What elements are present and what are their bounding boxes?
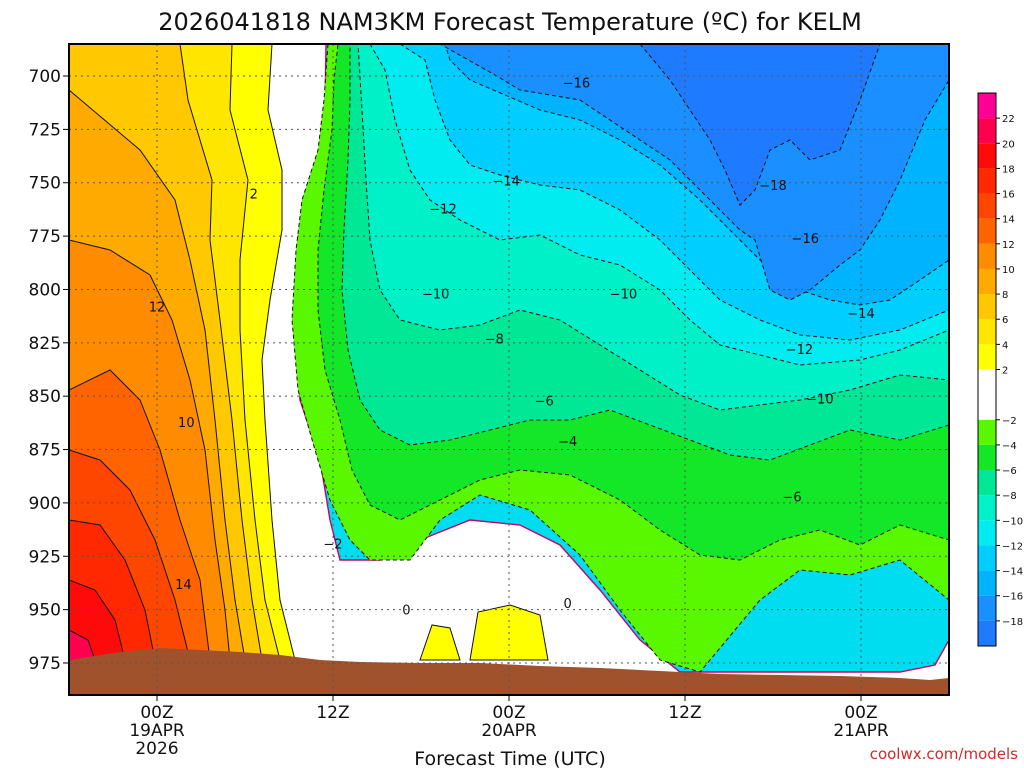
colorbar-bin — [978, 620, 996, 646]
contour-label: −16 — [792, 232, 819, 247]
colorbar-bin — [978, 93, 996, 119]
colorbar-bin — [978, 193, 996, 219]
x-tick-label: 00Z — [492, 703, 525, 723]
colorbar-bin — [978, 545, 996, 571]
contour-label: 10 — [178, 416, 195, 431]
x-tick-label: 00Z — [140, 703, 173, 723]
y-axis: 700 725 750 775 800 825 850 875 900 925 950 975 — [29, 67, 69, 674]
contour-label: −10 — [806, 392, 833, 407]
x-tick-label: 12Z — [316, 703, 349, 723]
colorbar-label: 4 — [1002, 340, 1008, 351]
colorbar-label: −4 — [1002, 441, 1017, 452]
contour-label: −18 — [759, 179, 786, 194]
colorbar-bin — [978, 218, 996, 244]
colorbar-label: −18 — [1002, 617, 1023, 628]
colorbar-label: −2 — [1002, 416, 1017, 427]
x-tick-label: 20APR — [481, 721, 537, 741]
colorbar-label: −6 — [1002, 466, 1017, 477]
colorbar-bin — [978, 319, 996, 345]
colorbar-label: 18 — [1002, 164, 1015, 175]
site-credit: coolwx.com/models — [870, 745, 1018, 763]
x-tick-label: 12Z — [668, 703, 701, 723]
contour-label: −10 — [610, 288, 637, 303]
x-tick-label: 19APR — [129, 721, 185, 741]
y-tick-label: 975 — [29, 654, 61, 674]
colorbar-bin — [978, 344, 996, 370]
band-minus18-to-minus20 — [639, 44, 881, 206]
colorbar-label: −8 — [1002, 491, 1017, 502]
contour-label: 14 — [175, 578, 192, 593]
y-tick-label: 750 — [29, 174, 61, 194]
y-tick-label: 875 — [29, 441, 61, 461]
grid-lines — [69, 44, 949, 695]
y-tick-label: 850 — [29, 387, 61, 407]
contour-label: −14 — [847, 307, 874, 322]
terrain-surface — [69, 648, 949, 695]
colorbar-bin — [978, 495, 996, 521]
colorbar-bin — [978, 268, 996, 295]
x-tick-label: 2026 — [135, 739, 178, 759]
chart-title: 2026041818 NAM3KM Forecast Temperature (… — [158, 8, 862, 36]
colorbar-bin — [978, 168, 996, 194]
colorbar-bin — [978, 570, 996, 596]
contour-label: 0 — [402, 604, 410, 619]
x-axis-title: Forecast Time (UTC) — [414, 748, 605, 768]
colorbar-label: 10 — [1002, 265, 1015, 276]
colorbar-bin — [978, 470, 996, 496]
contour-label: −2 — [323, 537, 342, 552]
y-tick-label: 800 — [29, 280, 61, 300]
contour-label: −10 — [422, 288, 449, 303]
colorbar-label: 22 — [1002, 114, 1015, 125]
contour-label: −8 — [485, 333, 504, 348]
contour-label: −12 — [786, 343, 813, 358]
y-tick-label: 700 — [29, 67, 61, 87]
y-tick-label: 825 — [29, 334, 61, 354]
contour-label: −16 — [563, 76, 590, 91]
colorbar-label: 14 — [1002, 215, 1015, 226]
contour-label: 2 — [250, 187, 258, 202]
colorbar-label: 16 — [1002, 190, 1015, 201]
colorbar-label: 2 — [1002, 366, 1008, 377]
colorbar-bin — [978, 595, 996, 621]
y-tick-label: 925 — [29, 547, 61, 567]
colorbar-label: −12 — [1002, 541, 1023, 552]
colorbar-bin — [978, 444, 996, 471]
colorbar-label: 8 — [1002, 290, 1008, 301]
colorbar-label: 6 — [1002, 315, 1008, 326]
colorbar-bin — [978, 369, 996, 420]
cold-sector — [291, 44, 949, 673]
x-tick-label: 00Z — [844, 703, 877, 723]
colorbar-bin — [978, 243, 996, 269]
y-tick-label: 900 — [29, 494, 61, 514]
colorbar-bin — [978, 294, 996, 320]
colorbar-bin — [978, 419, 996, 445]
colorbar-label: 12 — [1002, 240, 1015, 251]
y-tick-label: 775 — [29, 227, 61, 247]
colorbar-bin — [978, 520, 996, 546]
contour-label: 0 — [564, 597, 572, 612]
colorbar-label: −14 — [1002, 567, 1023, 578]
contour-labels: 2 12 10 14 −2 0 0 −16 −14 −12 −10 −8 −6 −4 −10 −18 −16 −1… — [149, 76, 875, 618]
colorbar-label: 20 — [1002, 139, 1015, 150]
y-tick-label: 950 — [29, 601, 61, 621]
colorbar-label: −16 — [1002, 592, 1023, 603]
colorbar-label: −10 — [1002, 516, 1023, 527]
colorbar-bin — [978, 143, 996, 169]
contour-label: −6 — [782, 490, 801, 505]
contour-label: −12 — [429, 202, 456, 217]
colorbar-legend: 22 20 18 16 14 12 10 8 6 4 2 −2 −4 −6 −8 −10 −12 −14 −16 −1… — [977, 92, 1023, 647]
contour-label: −14 — [492, 175, 519, 190]
contour-label: −6 — [535, 394, 554, 409]
contour-label: 12 — [149, 301, 166, 316]
colorbar-bin — [978, 118, 996, 144]
y-tick-label: 725 — [29, 120, 61, 140]
contour-label: −4 — [558, 435, 577, 450]
x-tick-label: 21APR — [833, 721, 889, 741]
